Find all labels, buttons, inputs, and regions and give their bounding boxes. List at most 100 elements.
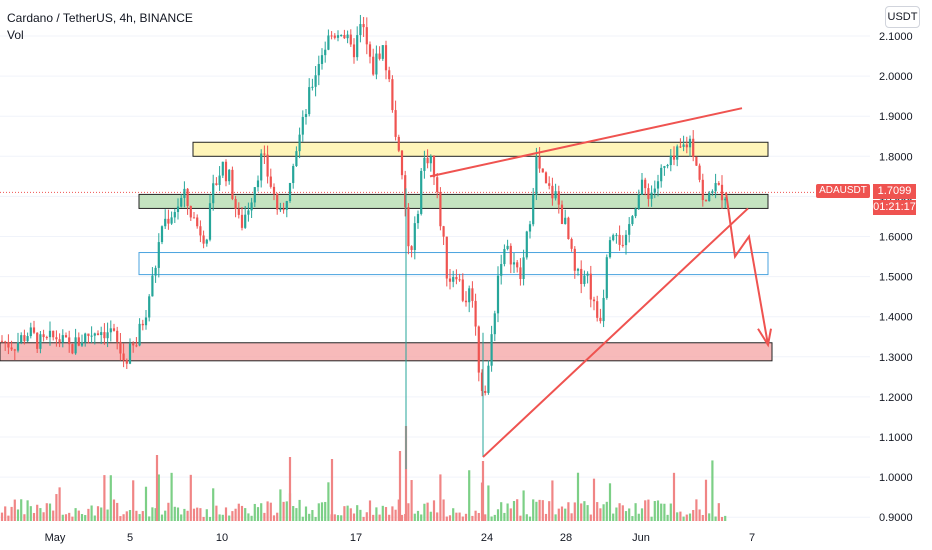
candle-body bbox=[509, 245, 512, 265]
volume-bar bbox=[180, 514, 183, 521]
candle-body bbox=[644, 179, 647, 189]
currency-button[interactable]: USDT bbox=[885, 6, 920, 28]
volume-bar bbox=[644, 500, 647, 521]
volume-bar bbox=[52, 510, 55, 521]
candle-body bbox=[580, 268, 583, 284]
candle-body bbox=[423, 157, 426, 171]
price-tick-label: 2.1000 bbox=[879, 31, 913, 43]
candle-body bbox=[48, 330, 52, 338]
volume-bar bbox=[398, 451, 402, 521]
candle-body bbox=[525, 231, 528, 258]
volume-bar bbox=[439, 474, 442, 521]
volume-bar bbox=[48, 503, 52, 521]
candle-body bbox=[701, 179, 704, 201]
volume-bar bbox=[653, 501, 656, 521]
candle-body bbox=[144, 317, 148, 326]
candle-body bbox=[77, 337, 80, 346]
price-tick-label: 1.4000 bbox=[879, 312, 913, 324]
volume-bar bbox=[170, 472, 173, 521]
candle-body bbox=[308, 87, 311, 115]
volume-bar bbox=[208, 516, 212, 521]
volume-bar bbox=[397, 499, 400, 521]
volume-bar bbox=[112, 499, 116, 521]
volume-bar bbox=[368, 500, 372, 521]
volume-bar bbox=[682, 516, 685, 521]
volume-bar bbox=[455, 512, 458, 521]
candle-body bbox=[202, 235, 205, 244]
volume-bar bbox=[132, 480, 135, 521]
volume-bar bbox=[647, 499, 650, 521]
volume-bar bbox=[602, 504, 605, 521]
candle-body bbox=[724, 198, 727, 201]
candle-body bbox=[660, 167, 663, 182]
candle-body bbox=[519, 267, 522, 280]
volume-bar bbox=[199, 508, 202, 521]
price-tick-label: 1.2000 bbox=[879, 392, 913, 404]
volume-bar bbox=[244, 508, 247, 521]
volume-bar bbox=[544, 513, 548, 521]
volume-bar bbox=[164, 510, 167, 521]
volume-bar bbox=[116, 502, 119, 521]
projection-arrowhead bbox=[757, 328, 772, 348]
volume-bar bbox=[416, 510, 420, 521]
candle-body bbox=[26, 336, 29, 342]
volume-bar bbox=[68, 512, 71, 521]
candle-body bbox=[618, 234, 621, 245]
candle-body bbox=[52, 330, 55, 338]
candle-body bbox=[416, 213, 420, 224]
candle-body bbox=[458, 279, 461, 281]
volume-bar bbox=[509, 508, 512, 521]
volume-bar bbox=[471, 515, 474, 521]
volume-bar bbox=[205, 509, 208, 521]
volume-bar bbox=[436, 512, 439, 521]
candle-body bbox=[122, 353, 125, 361]
candle-body bbox=[522, 257, 525, 280]
volume-bar bbox=[93, 515, 96, 521]
candle-body bbox=[692, 138, 695, 157]
candle-body bbox=[484, 390, 487, 393]
volume-bar bbox=[666, 514, 669, 521]
volume-bar bbox=[84, 515, 87, 521]
price-tick-label: 1.9000 bbox=[879, 111, 913, 123]
volume-bar bbox=[519, 515, 522, 521]
candle-body bbox=[269, 176, 272, 187]
last-price-label: 1.7099 bbox=[873, 184, 916, 199]
volume-bar bbox=[445, 516, 448, 521]
volume-bar bbox=[362, 516, 365, 521]
volume-bar bbox=[551, 480, 554, 521]
volume-bar bbox=[688, 513, 692, 521]
volume-bar bbox=[448, 515, 452, 521]
volume-bar bbox=[621, 505, 624, 521]
volume-bar bbox=[468, 470, 471, 521]
candle-body bbox=[359, 24, 362, 36]
volume-bar bbox=[701, 514, 704, 521]
candle-body bbox=[324, 49, 327, 56]
volume-bar bbox=[634, 503, 637, 521]
candle-body bbox=[266, 154, 269, 177]
volume-bar bbox=[340, 515, 343, 521]
volume-bar bbox=[26, 500, 29, 521]
candle-body bbox=[7, 342, 10, 348]
candle-body bbox=[464, 300, 468, 303]
volume-bar bbox=[605, 501, 608, 521]
candle-body bbox=[116, 330, 119, 342]
candle-body bbox=[372, 56, 375, 75]
candle-body bbox=[336, 35, 340, 38]
candle-body bbox=[676, 146, 679, 160]
candle-body bbox=[535, 156, 538, 195]
volume-bar bbox=[20, 499, 23, 521]
candle-body bbox=[84, 333, 87, 343]
volume-bar bbox=[106, 509, 109, 521]
volume-bar bbox=[100, 507, 103, 521]
volume-bar bbox=[477, 512, 480, 521]
volume-bar bbox=[429, 511, 432, 521]
candle-body bbox=[628, 224, 631, 235]
candle-body bbox=[285, 201, 288, 210]
volume-bar bbox=[253, 503, 256, 521]
candle-body bbox=[381, 45, 384, 59]
volume-bar bbox=[461, 516, 464, 521]
volume-bar bbox=[0, 512, 4, 521]
volume-bar bbox=[13, 499, 16, 521]
candle-body bbox=[333, 35, 336, 38]
